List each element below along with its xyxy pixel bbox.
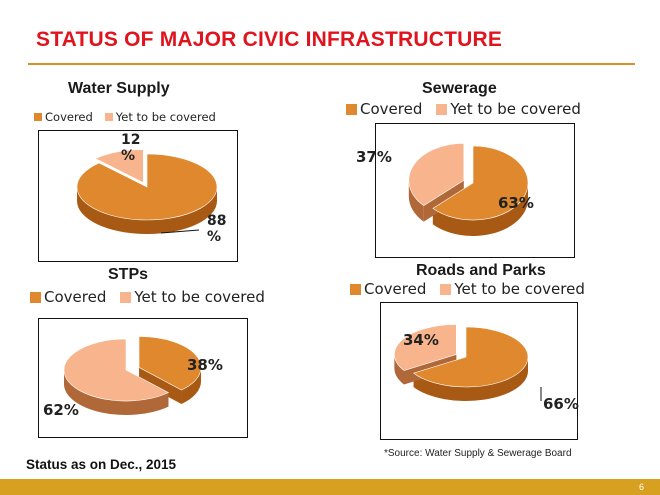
water-supply-legend-swatch <box>34 113 42 121</box>
stps-slice-edge <box>139 367 182 405</box>
roads-parks-slice-side-covered <box>413 357 528 401</box>
roads-parks-slice-covered <box>413 326 529 388</box>
stps-slice-covered <box>138 336 202 391</box>
water-supply-data-label-covered: 88% <box>207 213 226 245</box>
sewerage-data-label-covered: 63% <box>498 194 534 212</box>
water-supply-slice-covered <box>76 153 218 221</box>
sewerage-slice-edge <box>423 180 464 222</box>
stps-legend-item-yet-to-be-covered: Yet to be covered <box>120 288 265 306</box>
stps-slice-yet-to-be-covered <box>63 338 170 402</box>
roads-parks-legend-swatch <box>440 283 452 295</box>
water-supply-legend: Covered Yet to be covered <box>34 110 228 124</box>
source-note: *Source: Water Supply & Sewerage Board <box>384 448 572 459</box>
sewerage-pie-frame: 63% 37% <box>356 123 575 258</box>
sewerage-data-label-yet-to-be-covered: 37% <box>356 148 392 166</box>
stps-legend-swatch <box>120 291 132 303</box>
roads-parks-legend: Covered Yet to be covered <box>350 280 599 298</box>
footer-bar <box>0 479 660 495</box>
sewerage-pie-svg: 63% 37% <box>356 143 534 236</box>
stps-legend-label: Yet to be covered <box>134 288 265 306</box>
roads-parks-slice-side-yet-to-be-covered <box>394 354 405 385</box>
stps-slice-side-covered <box>181 367 202 405</box>
water-supply-pie-svg: 88 % 12% <box>76 132 226 245</box>
sewerage-legend-item-covered: Covered <box>346 100 422 118</box>
water-supply-leader-line <box>160 229 200 234</box>
water-supply-chart-title: Water Supply <box>68 80 170 97</box>
stps-slice-side-yet-to-be-covered <box>64 370 169 415</box>
water-supply-legend-item-yet-to-be-covered: Yet to be covered <box>104 110 216 124</box>
water-supply-slice-side-covered <box>77 187 217 234</box>
sewerage-slice-side-covered <box>432 183 528 236</box>
title-divider <box>28 63 635 65</box>
roads-parks-legend-label: Covered <box>364 280 427 298</box>
stps-legend-label: Covered <box>44 288 107 306</box>
sewerage-legend-item-yet-to-be-covered: Yet to be covered <box>436 100 581 118</box>
stps-pie-svg: 38% 62% <box>43 336 223 419</box>
stps-data-label-covered: 38% <box>187 356 223 374</box>
sewerage-chart-title: Sewerage <box>422 80 497 97</box>
stps-chart-title: STPs <box>108 266 149 283</box>
roads-parks-chart-title: Roads and Parks <box>416 262 546 279</box>
water-supply-legend-label: Yet to be covered <box>115 110 216 124</box>
sewerage-legend: Covered Yet to be covered <box>346 100 595 118</box>
roads-parks-legend-swatch <box>350 283 361 295</box>
sewerage-slice-covered <box>432 145 529 221</box>
stps-legend: Covered Yet to be covered <box>30 288 279 306</box>
roads-parks-legend-label: Yet to be covered <box>454 280 585 298</box>
water-supply-legend-item-covered: Covered <box>34 110 93 124</box>
roads-parks-data-label-covered: 66% <box>543 395 579 413</box>
status-note: Status as on Dec., 2015 <box>26 457 177 472</box>
sewerage-slice-yet-to-be-covered <box>408 143 465 207</box>
slide-title: STATUS OF MAJOR CIVIC INFRASTRUCTURE <box>36 28 503 51</box>
sewerage-legend-swatch <box>436 103 448 115</box>
roads-parks-slice-yet-to-be-covered <box>394 324 457 371</box>
stps-legend-swatch <box>30 291 41 303</box>
page-number: 6 <box>638 482 644 492</box>
water-supply-slice-yet-to-be-covered <box>94 149 144 184</box>
water-supply-legend-label: Covered <box>45 110 93 124</box>
roads-parks-legend-item-covered: Covered <box>350 280 426 298</box>
water-supply-pie-frame: 88% 12% <box>38 130 238 262</box>
water-supply-data-label-yet-to-be-covered: 12% <box>121 132 140 164</box>
stps-data-label-yet-to-be-covered: 62% <box>43 401 79 419</box>
water-supply-legend-swatch <box>104 113 113 121</box>
stps-pie-frame: 38% 62% <box>38 318 248 438</box>
roads-parks-pie-svg: 66% 34% <box>394 324 579 413</box>
sewerage-slice-side-yet-to-be-covered <box>408 180 424 222</box>
sewerage-legend-swatch <box>346 103 357 115</box>
roads-parks-pie-frame: 66% 34% <box>380 302 579 440</box>
roads-parks-data-label-yet-to-be-covered: 34% <box>403 331 439 349</box>
sewerage-legend-label: Yet to be covered <box>450 100 581 118</box>
roads-parks-legend-item-yet-to-be-covered: Yet to be covered <box>440 280 585 298</box>
sewerage-legend-label: Covered <box>360 100 423 118</box>
stps-legend-item-covered: Covered <box>30 288 106 306</box>
